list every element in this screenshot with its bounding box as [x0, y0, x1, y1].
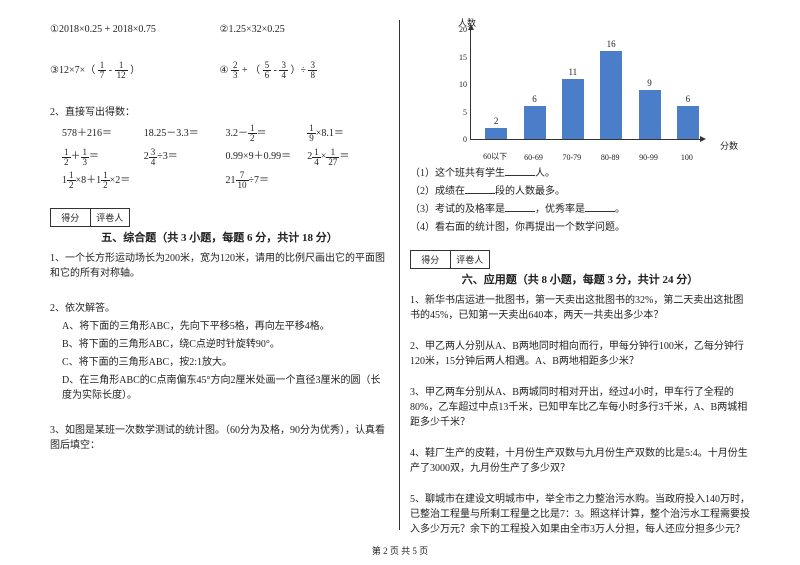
- m7: 0.99×9＋0.99＝: [226, 147, 308, 166]
- m9: 112×8＋112×2＝: [62, 171, 226, 190]
- arrow-right-icon: [700, 136, 706, 142]
- p2c: C、将下面的三角形ABC，按2:1放大。: [62, 355, 389, 370]
- p2a: A、将下面的三角形ABC，先向下平移5格，再向左平移4格。: [62, 319, 389, 334]
- p2: 2、依次解答。: [50, 301, 389, 316]
- c1: （1）这个班共有学生人。: [410, 166, 750, 181]
- bar: 6: [524, 106, 546, 139]
- grader-label: 评卷人: [91, 209, 130, 226]
- m3: 3.2－12＝: [226, 124, 308, 143]
- q3-pre: ③12×7×（: [50, 65, 95, 76]
- m8: 214×127＝: [307, 147, 389, 166]
- m1: 578＋216＝: [62, 124, 144, 143]
- bar: 11: [562, 79, 584, 140]
- p2d: D、在三角形ABC的C点南偏东45°方向2厘米处画一个直径3厘米的圆（长度为实际…: [62, 373, 389, 403]
- page-footer: 第 2 页 共 5 页: [0, 544, 800, 557]
- section6-title: 六、应用题（共 8 小题，每题 3 分，共计 24 分）: [410, 271, 750, 287]
- score-label: 得分: [51, 209, 91, 226]
- mental-title: 2、直接写出得数：: [50, 106, 389, 120]
- grader-label-6: 评卷人: [451, 251, 490, 268]
- bar: 9: [639, 90, 661, 140]
- a2: 2、甲乙两人分别从A、B两地同时相向而行，甲每分钟行100米，乙每分钟行120米…: [410, 339, 750, 369]
- section5-title: 五、综合题（共 3 小题，每题 6 分，共计 18 分）: [50, 229, 389, 245]
- a5: 5、聊城市在建设文明城市中，举全市之力整治污水购。当政府投入140万时，已整治工…: [410, 492, 750, 537]
- bar: 16: [600, 51, 622, 139]
- bar: 2: [485, 128, 507, 139]
- m6: 234÷3＝: [144, 147, 226, 166]
- score-box: 得分 评卷人: [50, 208, 130, 227]
- m4: 19×8.1＝: [307, 124, 389, 143]
- bar-chart: 人数 0510152026111696 分数 60以下60-6970-7980-…: [440, 20, 720, 160]
- c4: （4）看右面的统计图，你再提出一个数学问题。: [410, 220, 750, 235]
- c3: （3）考试的及格率是，优秀率是。: [410, 202, 750, 217]
- m10: 21710÷7＝: [226, 171, 390, 190]
- a1: 1、新华书店运进一批图书，第一天卖出这批图书的32%，第二天卖出这批图书的45%…: [410, 293, 750, 323]
- m5: 12＋13＝: [62, 147, 144, 166]
- bar: 6: [677, 106, 699, 139]
- calc-q2: ②1.25×32×0.25: [220, 24, 390, 35]
- arrow-up-icon: [468, 24, 474, 30]
- a3: 3、甲乙两车分别从A、B两城同时相对开出，经过4小时，甲车行了全程的80%，乙车…: [410, 385, 750, 430]
- calc-q4: ④ 23 + （ 56 - 34 ）÷ 38: [220, 61, 390, 80]
- p2b: B、将下面的三角形ABC，绕C点逆时针旋转90°。: [62, 337, 389, 352]
- p3: 3、如图是某班一次数学测试的统计图。（60分为及格，90分为优秀），认真看图后填…: [50, 423, 389, 453]
- score-label-6: 得分: [411, 251, 451, 268]
- calc-q1: ①2018×0.25 + 2018×0.75: [50, 24, 220, 35]
- x-axis-label: 分数: [720, 139, 738, 152]
- a4: 4、鞋厂生产的皮鞋，十月份生产双数与九月份生产双数的比是5:4。十月份生产了30…: [410, 446, 750, 476]
- p1: 1、一个长方形运动场长为200米，宽为120米，请用的比例尺画出它的平面图和它的…: [50, 251, 389, 281]
- m2: 18.25－3.3＝: [144, 124, 226, 143]
- calc-q3: ③12×7×（ 17 - 112 ）: [50, 61, 220, 80]
- c2: （2）成绩在段的人数最多。: [410, 184, 750, 199]
- score-box-6: 得分 评卷人: [410, 250, 490, 269]
